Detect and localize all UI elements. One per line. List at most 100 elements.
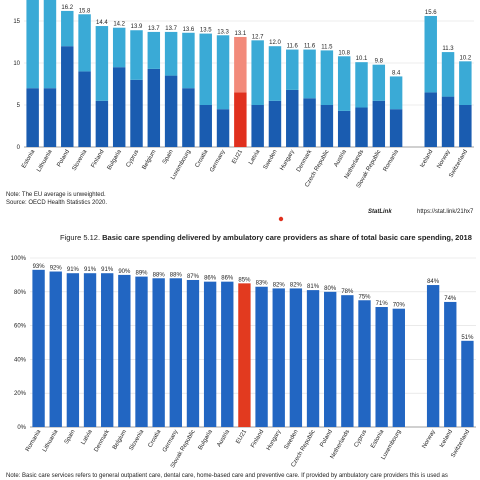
x-tick-label: Finland (91, 149, 106, 169)
total-label: 13.9 (131, 24, 143, 30)
total-label: 13.1 (235, 31, 247, 37)
x-tick-label: Romania (25, 428, 43, 452)
total-label: 12.0 (269, 40, 281, 46)
total-label: 10.2 (460, 55, 472, 61)
bar (95, 26, 109, 101)
bar (130, 30, 143, 80)
x-tick-label: Iceland (420, 149, 435, 169)
chart-title: Figure 5.12. Basic care spending deliver… (60, 233, 472, 242)
value-label: 91% (84, 267, 97, 273)
x-tick-label: Romania (383, 148, 401, 172)
x-tick-label: Estonia (21, 148, 37, 169)
bar (135, 276, 148, 427)
x-tick-label: Iceland (439, 429, 454, 449)
bar (101, 273, 114, 427)
bar (389, 76, 403, 110)
bar (199, 105, 212, 147)
bar (118, 274, 131, 427)
bar (43, 88, 57, 147)
value-label: 88% (153, 272, 166, 278)
total-label: 11.6 (304, 44, 316, 50)
source: Source: OECD Health Statistics 2020. (6, 200, 107, 206)
bar (392, 308, 405, 427)
bar (251, 105, 264, 147)
total-label: 13.7 (165, 26, 177, 32)
x-tick-label: Bulgaria (198, 428, 215, 451)
bar (152, 278, 165, 427)
bar (355, 107, 368, 147)
bar (164, 75, 178, 147)
x-tick-label: Bulgaria (107, 148, 124, 171)
bar (83, 273, 97, 427)
y-tick-label: 0% (17, 425, 26, 431)
value-label: 86% (221, 276, 234, 282)
bar (147, 68, 161, 147)
value-label: 86% (204, 276, 217, 282)
bar (424, 92, 437, 147)
bar (216, 109, 230, 147)
x-tick-label: Austria (333, 148, 348, 168)
bar (320, 105, 334, 147)
y-tick-label: 0 (17, 145, 21, 151)
bar (424, 15, 437, 93)
bar (78, 14, 91, 72)
bar (61, 46, 74, 148)
value-label: 80% (324, 286, 337, 292)
x-tick-label: Hungary (279, 149, 296, 172)
separator-dot (278, 216, 284, 222)
bar (286, 49, 299, 90)
value-label: 91% (67, 267, 80, 273)
x-tick-label: Switzerland (448, 149, 469, 179)
bar (216, 35, 230, 110)
bar (306, 290, 320, 427)
statlink-url: https://stat.link/21hx7 (417, 209, 474, 215)
x-tick-label: Spain (64, 429, 77, 445)
bar (358, 300, 371, 427)
total-label: 13.6 (183, 27, 195, 33)
total-label: 14.4 (96, 20, 108, 26)
x-tick-label: Estonia (370, 428, 386, 449)
bar (130, 79, 143, 147)
x-tick-label: Croatia (195, 148, 210, 168)
total-label: 8.4 (392, 70, 401, 76)
y-tick-label: 5 (17, 103, 21, 109)
value-label: 85% (238, 277, 251, 283)
value-label: 88% (170, 272, 183, 278)
bar (441, 52, 455, 97)
bar (95, 100, 109, 147)
bar (26, 0, 39, 89)
x-tick-label: Norway (421, 429, 436, 450)
value-label: 93% (33, 264, 46, 270)
total-label: 11.5 (321, 44, 333, 50)
bar (238, 283, 251, 427)
bar (272, 288, 285, 427)
bar (461, 340, 474, 427)
total-label: 16.2 (61, 5, 73, 11)
value-label: 87% (187, 274, 200, 280)
bar (372, 64, 386, 101)
value-label: 51% (461, 335, 474, 341)
x-tick-label: Germany (209, 149, 227, 173)
x-tick-label: Cyprus (354, 429, 369, 448)
x-tick-label: Latvia (81, 428, 95, 445)
total-label: 14.2 (113, 22, 125, 28)
total-label: 13.3 (217, 29, 229, 35)
bar (164, 31, 178, 76)
x-tick-label: Switzerland (450, 429, 471, 459)
total-label: 9.8 (375, 59, 384, 65)
bar (221, 281, 234, 427)
bar (251, 40, 264, 105)
value-label: 89% (135, 271, 148, 277)
statlink: StatLink (368, 209, 392, 215)
x-tick-label: Latvia (248, 148, 262, 165)
total-label: 11.6 (287, 44, 299, 50)
y-tick-label: 10 (13, 61, 20, 67)
x-tick-label: Sweden (284, 429, 300, 451)
x-tick-label: Slovenia (72, 148, 89, 172)
total-label: 15.6 (425, 10, 437, 16)
x-tick-label: Lithuania (36, 148, 54, 173)
bar (66, 273, 80, 427)
bar (320, 50, 334, 105)
y-tick-label: 15 (13, 19, 20, 25)
